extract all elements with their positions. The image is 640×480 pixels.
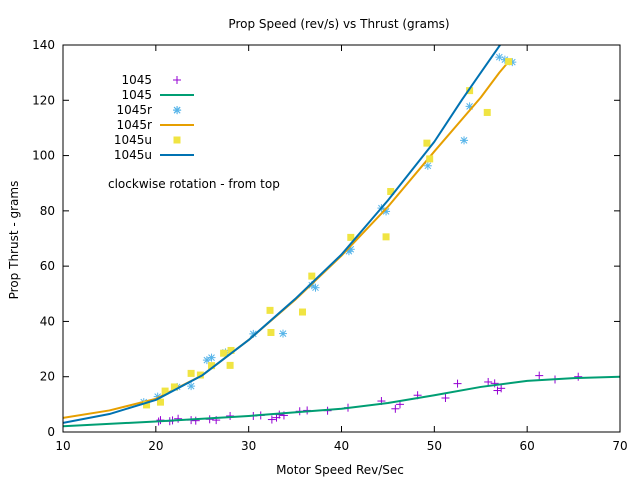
y-tick-label: 120	[32, 93, 55, 107]
data-point	[208, 362, 216, 370]
data-point	[484, 377, 493, 386]
x-tick-label: 20	[148, 439, 163, 453]
x-tick-label: 30	[241, 439, 256, 453]
y-axis-ticks: 0 20 40 60 80 100 120 140	[32, 38, 620, 439]
plot-frame	[62, 44, 621, 433]
data-point	[227, 346, 235, 354]
data-point	[196, 371, 204, 379]
y-tick-label: 140	[32, 38, 55, 52]
data-point	[347, 233, 355, 241]
plot-area	[63, 45, 620, 428]
legend-label: 1045u	[114, 133, 152, 147]
y-tick-label: 0	[47, 425, 55, 439]
series-line	[63, 375, 620, 428]
data-point	[382, 233, 390, 241]
data-point	[226, 361, 234, 369]
x-tick-label: 10	[55, 439, 70, 453]
y-tick-label: 40	[40, 314, 55, 328]
data-point	[483, 108, 491, 116]
data-point	[505, 58, 513, 66]
data-point	[460, 136, 469, 145]
x-tick-label: 70	[612, 439, 627, 453]
y-tick-label: 20	[40, 370, 55, 384]
data-point	[493, 386, 502, 395]
legend-swatch-marker	[173, 106, 181, 114]
data-point	[187, 369, 195, 377]
series-line	[63, 45, 502, 424]
data-point	[143, 401, 151, 409]
legend-label: 1045r	[117, 103, 153, 117]
data-point	[423, 161, 432, 170]
data-point	[426, 155, 434, 163]
y-axis-label: Prop Thrust - grams	[7, 181, 21, 300]
data-point	[267, 328, 275, 336]
y-tick-label: 100	[32, 149, 55, 163]
data-point	[308, 272, 316, 280]
data-point	[207, 353, 216, 362]
data-point	[441, 393, 450, 402]
x-tick-label: 40	[334, 439, 349, 453]
y-tick-label: 60	[40, 259, 55, 273]
data-point	[311, 283, 320, 292]
data-point	[423, 139, 431, 147]
y-tick-label: 80	[40, 204, 55, 218]
data-point	[497, 384, 506, 393]
x-axis-label: Motor Speed Rev/Sec	[276, 463, 404, 477]
series-2	[139, 53, 517, 407]
legend-label: 1045	[121, 73, 152, 87]
data-point	[299, 308, 307, 316]
annotation: clockwise rotation - from top	[108, 177, 280, 191]
data-point	[391, 404, 400, 413]
legend-swatch-marker	[173, 76, 181, 84]
data-point	[279, 329, 288, 338]
data-point	[453, 379, 462, 388]
legend-label: 1045	[121, 88, 152, 102]
data-point	[156, 398, 164, 406]
data-point	[266, 306, 274, 314]
x-axis-ticks: 10 20 30 40 50 60 70	[55, 45, 628, 453]
data-point	[187, 382, 196, 391]
data-point	[191, 416, 200, 425]
data-point	[574, 372, 583, 381]
legend-label: 1045r	[117, 118, 153, 132]
data-point	[170, 383, 178, 391]
data-point	[220, 349, 228, 357]
data-point	[466, 87, 474, 95]
series-1	[63, 375, 620, 428]
data-point	[387, 188, 395, 196]
series-5	[63, 45, 502, 424]
legend-label: 1045u	[114, 148, 152, 162]
chart-title: Prop Speed (rev/s) vs Thrust (grams)	[228, 17, 449, 31]
series-4	[143, 58, 513, 409]
data-point	[161, 387, 169, 395]
x-tick-label: 60	[520, 439, 535, 453]
data-point	[535, 371, 544, 380]
data-point	[267, 415, 276, 424]
data-point	[174, 414, 183, 423]
legend-swatch-marker	[173, 136, 181, 144]
x-tick-label: 50	[427, 439, 442, 453]
